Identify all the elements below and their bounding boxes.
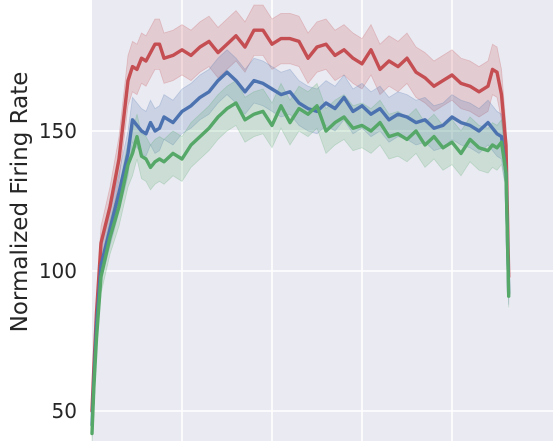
- y-tick-label: 50: [52, 399, 77, 423]
- series-band-2: [91, 49, 510, 437]
- series-line-2: [90, 70, 511, 427]
- y-tick-label: 100: [39, 259, 77, 283]
- series-band-3: [91, 80, 510, 441]
- series-lines: [90, 28, 511, 436]
- y-axis-title: Normalized Firing Rate: [7, 72, 33, 333]
- series-line-1: [90, 28, 511, 413]
- y-tick-labels: 50 100 150: [39, 119, 77, 423]
- grid-layer: [92, 0, 553, 441]
- y-tick-label: 150: [39, 119, 77, 143]
- series-line-3: [90, 101, 511, 436]
- plot-background: [92, 0, 553, 441]
